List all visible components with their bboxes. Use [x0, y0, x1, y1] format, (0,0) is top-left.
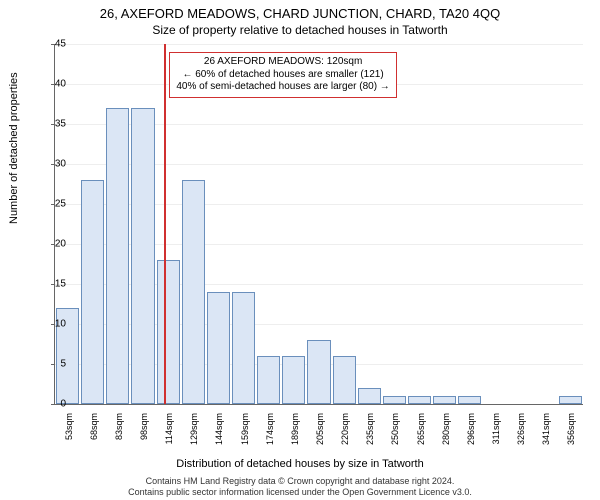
gridline: [55, 44, 583, 45]
ytick-label: 5: [36, 359, 66, 370]
ytick-label: 15: [36, 279, 66, 290]
footer-line1: Contains HM Land Registry data © Crown c…: [0, 476, 600, 487]
histogram-bar: [131, 108, 154, 404]
histogram-bar: [257, 356, 280, 404]
histogram-bar: [106, 108, 129, 404]
ytick-label: 0: [36, 399, 66, 410]
ytick-label: 45: [36, 39, 66, 50]
xtick-label: 311sqm: [491, 413, 501, 463]
ytick-label: 25: [36, 199, 66, 210]
plot-region: [54, 44, 583, 405]
histogram-bar: [81, 180, 104, 404]
xtick-label: 114sqm: [164, 413, 174, 463]
xtick-label: 326sqm: [516, 413, 526, 463]
annotation-line1: 26 AXEFORD MEADOWS: 120sqm: [176, 56, 389, 69]
xtick-label: 235sqm: [365, 413, 375, 463]
xtick-label: 205sqm: [315, 413, 325, 463]
xtick-label: 189sqm: [290, 413, 300, 463]
chart-title-main: 26, AXEFORD MEADOWS, CHARD JUNCTION, CHA…: [0, 0, 600, 21]
xtick-label: 83sqm: [114, 413, 124, 463]
histogram-bar: [333, 356, 356, 404]
chart-title-sub: Size of property relative to detached ho…: [0, 21, 600, 37]
xtick-label: 144sqm: [214, 413, 224, 463]
histogram-bar: [408, 396, 431, 404]
histogram-bar: [182, 180, 205, 404]
histogram-bar: [383, 396, 406, 404]
annotation-line3: 40% of semi-detached houses are larger (…: [176, 81, 389, 94]
xtick-label: 356sqm: [566, 413, 576, 463]
footer-line2: Contains public sector information licen…: [0, 487, 600, 498]
ytick-label: 20: [36, 239, 66, 250]
xtick-label: 174sqm: [265, 413, 275, 463]
xtick-label: 129sqm: [189, 413, 199, 463]
annotation-line2: ← 60% of detached houses are smaller (12…: [176, 69, 389, 82]
histogram-bar: [157, 260, 180, 404]
histogram-bar: [282, 356, 305, 404]
annotation-box: 26 AXEFORD MEADOWS: 120sqm← 60% of detac…: [169, 52, 396, 98]
histogram-bar: [559, 396, 582, 404]
histogram-bar: [232, 292, 255, 404]
reference-line: [164, 44, 166, 404]
histogram-bar: [358, 388, 381, 404]
xtick-label: 265sqm: [416, 413, 426, 463]
ytick-label: 30: [36, 159, 66, 170]
xtick-label: 250sqm: [390, 413, 400, 463]
xtick-label: 220sqm: [340, 413, 350, 463]
xtick-label: 98sqm: [139, 413, 149, 463]
xtick-label: 341sqm: [541, 413, 551, 463]
ytick-label: 40: [36, 79, 66, 90]
xtick-label: 68sqm: [89, 413, 99, 463]
histogram-bar: [207, 292, 230, 404]
xtick-label: 159sqm: [240, 413, 250, 463]
histogram-bar: [458, 396, 481, 404]
xtick-label: 280sqm: [441, 413, 451, 463]
ytick-label: 10: [36, 319, 66, 330]
histogram-bar: [307, 340, 330, 404]
xtick-label: 296sqm: [466, 413, 476, 463]
ytick-label: 35: [36, 119, 66, 130]
histogram-bar: [433, 396, 456, 404]
footer-attribution: Contains HM Land Registry data © Crown c…: [0, 476, 600, 498]
chart-area: [54, 44, 582, 404]
xtick-label: 53sqm: [64, 413, 74, 463]
y-axis-label: Number of detached properties: [8, 72, 20, 224]
